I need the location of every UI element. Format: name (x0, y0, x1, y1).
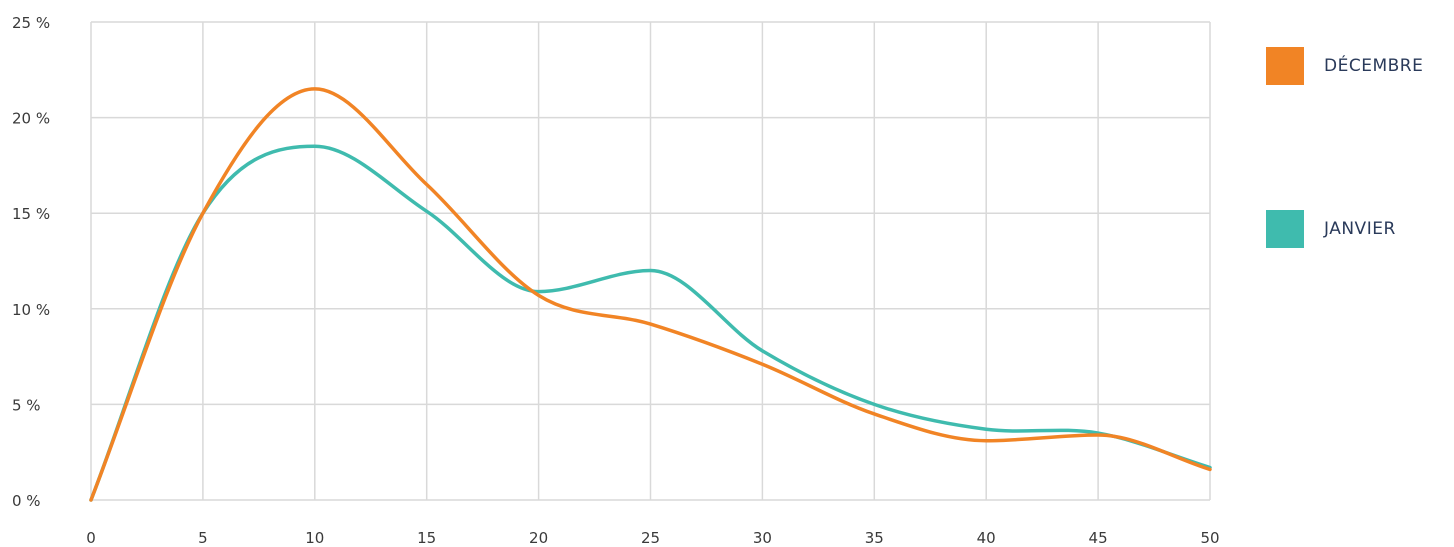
legend-item-decembre: DÉCEMBRE (1266, 47, 1423, 85)
legend-swatch (1266, 210, 1304, 248)
y-tick-label: 5 % (12, 396, 41, 414)
y-axis-ticks: 0 % 5 % 10 % 15 % 20 % 25 % (12, 14, 50, 510)
x-tick-label: 5 (198, 529, 208, 547)
series-line-decembre (89, 87, 1212, 502)
y-tick-label: 15 % (12, 205, 50, 223)
y-tick-label: 25 % (12, 14, 50, 32)
x-tick-label: 45 (1089, 529, 1108, 547)
legend-label: DÉCEMBRE (1324, 56, 1424, 76)
x-tick-label: 50 (1200, 529, 1219, 547)
x-tick-label: 10 (305, 529, 324, 547)
x-tick-label: 35 (865, 529, 884, 547)
x-tick-label: 20 (529, 529, 548, 547)
x-tick-label: 25 (641, 529, 660, 547)
legend-item-janvier: JANVIER (1266, 210, 1396, 248)
x-tick-label: 15 (417, 529, 436, 547)
y-tick-label: 10 % (12, 301, 50, 319)
grid (90, 21, 1211, 501)
x-tick-label: 0 (86, 529, 96, 547)
x-tick-label: 40 (977, 529, 996, 547)
series-layer (89, 87, 1212, 502)
x-axis-ticks: 0 5 10 15 20 25 30 35 40 45 50 (86, 529, 1219, 547)
y-tick-label: 20 % (12, 110, 50, 128)
legend-swatch (1266, 47, 1304, 85)
series-line-janvier (89, 144, 1212, 502)
y-tick-label: 0 % (12, 492, 41, 510)
legend-label: JANVIER (1324, 219, 1396, 239)
x-tick-label: 30 (753, 529, 772, 547)
